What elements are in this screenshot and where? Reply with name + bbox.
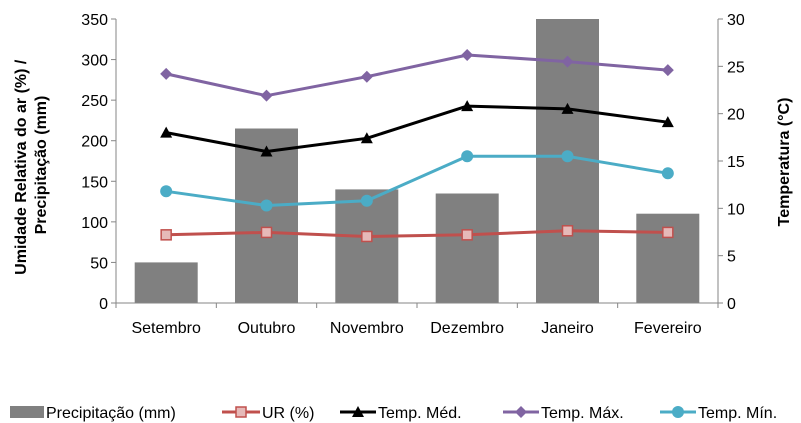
- point-temp-m-d: [260, 145, 273, 157]
- x-tick-label: Outubro: [238, 320, 296, 337]
- legend-label-temp-m-d: Temp. Méd.: [378, 405, 462, 422]
- legend-label-ur: UR (%): [262, 405, 314, 422]
- point-temp-m-x: [160, 67, 173, 80]
- point-temp-m-n: [661, 167, 674, 180]
- point-temp-m-n: [360, 194, 373, 207]
- right-tick-label: 5: [727, 249, 736, 266]
- point-temp-m-x: [461, 48, 474, 61]
- left-tick-label: 150: [81, 174, 108, 191]
- point-ur: [461, 229, 473, 241]
- left-axis-ticks: 0 50 100 150 200 250 300 350: [81, 12, 116, 313]
- point-temp-m-d: [160, 126, 173, 138]
- left-tick-label: 50: [90, 255, 108, 272]
- point-ur: [160, 229, 172, 241]
- axes-layer: [115, 19, 719, 304]
- bar-setembro: [134, 262, 198, 303]
- bars-layer: [134, 19, 700, 303]
- x-tick-label: Novembro: [330, 320, 404, 337]
- right-tick-label: 30: [727, 12, 745, 29]
- x-tick-label: Fevereiro: [634, 320, 702, 337]
- legend-label-temp-m-x: Temp. Máx.: [541, 405, 624, 422]
- point-temp-m-x: [360, 70, 373, 83]
- line-temp-m-x: [165, 53, 668, 98]
- lines-layer: [160, 48, 674, 243]
- left-tick-label: 350: [81, 12, 108, 29]
- x-tick-label: Janeiro: [541, 320, 594, 337]
- line-ur: [166, 229, 668, 238]
- point-temp-m-n: [461, 150, 474, 163]
- x-tick-label: Setembro: [131, 320, 200, 337]
- point-temp-m-n: [160, 185, 173, 198]
- line-temp-m-d: [165, 104, 668, 153]
- line-temp-m-n: [165, 154, 669, 207]
- left-axis-title-line-1: Umidade Relativa do ar (%) /: [13, 59, 30, 275]
- point-temp-m-x: [260, 89, 273, 102]
- left-axis-title-line-2: Precipitação (mm): [33, 96, 50, 235]
- legend-marker-temp-m-x: [515, 406, 527, 418]
- legend-label-temp-m-n: Temp. Mín.: [698, 405, 777, 422]
- point-temp-m-n: [561, 150, 574, 163]
- point-ur: [662, 226, 674, 239]
- legend-marker-temp-m-n: [672, 406, 684, 418]
- legend-marker-temp-m-d: [352, 406, 364, 417]
- right-axis-ticks: 0 5 10 15 20 25 30: [718, 12, 745, 313]
- right-tick-label: 20: [727, 107, 745, 124]
- point-ur: [260, 226, 273, 239]
- point-temp-m-n: [260, 199, 273, 212]
- left-tick-label: 100: [81, 215, 108, 232]
- point-ur: [561, 225, 574, 237]
- point-ur: [361, 230, 373, 243]
- point-temp-m-d: [461, 100, 474, 112]
- point-temp-m-x: [661, 64, 674, 77]
- right-tick-label: 10: [727, 201, 745, 218]
- left-axis-title: Umidade Relativa do ar (%) / Precipitaçã…: [13, 55, 50, 275]
- legend: Precipitação (mm) UR (%) Temp. Méd. Temp. M…: [10, 405, 777, 422]
- point-temp-m-d: [561, 102, 574, 114]
- x-axis-ticks: Setembro Outubro Novembro Dezembro Janeiro Fe…: [115, 303, 719, 337]
- right-axis-title: Temperatura (°C): [776, 98, 793, 227]
- point-temp-m-d: [661, 116, 674, 128]
- right-tick-label: 0: [727, 296, 736, 313]
- bar-outubro: [235, 128, 298, 303]
- point-temp-m-x: [561, 55, 574, 68]
- left-tick-label: 300: [81, 53, 108, 70]
- bar-novembro: [335, 189, 399, 303]
- left-tick-label: 200: [81, 134, 108, 151]
- right-tick-label: 25: [727, 59, 745, 76]
- x-tick-label: Dezembro: [430, 320, 504, 337]
- left-tick-label: 250: [81, 93, 108, 110]
- legend-swatch-precipita-o-mm: [10, 406, 44, 418]
- legend-marker-ur: [235, 406, 247, 418]
- right-tick-label: 15: [727, 154, 745, 171]
- left-tick-label: 0: [99, 296, 108, 313]
- point-temp-m-d: [360, 132, 373, 144]
- legend-label-precipita-o-mm: Precipitação (mm): [46, 405, 176, 422]
- bar-dezembro: [435, 193, 499, 303]
